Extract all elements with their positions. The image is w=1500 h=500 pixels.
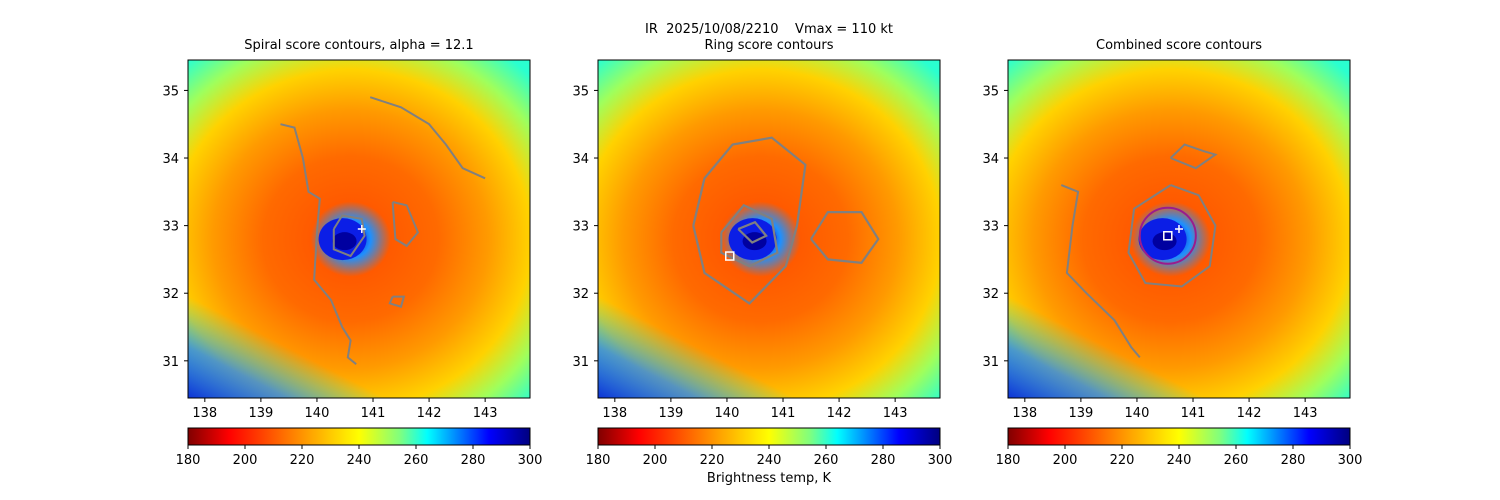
score-contour-2	[720, 203, 779, 268]
score-contour-2	[369, 96, 486, 180]
x-tick-label: 142	[1237, 406, 1262, 421]
score-contour-2	[1127, 184, 1217, 288]
y-tick-label: 35	[982, 84, 999, 99]
center-plus-marker	[1175, 225, 1183, 233]
x-tick-label: 139	[1068, 406, 1093, 421]
colorbar-tick-label: 300	[518, 453, 543, 468]
colorbar-tick-label: 300	[928, 453, 953, 468]
eye-core	[332, 232, 357, 251]
center-square-marker	[725, 251, 735, 261]
figure-suptitle: IR 2025/10/08/2210 Vmax = 110 kt	[645, 22, 893, 37]
colorbar-tick-label: 180	[996, 453, 1021, 468]
score-contour-1	[280, 123, 357, 365]
y-tick-label: 34	[162, 152, 179, 167]
score-contour-4	[391, 201, 420, 248]
x-tick-label: 142	[417, 406, 442, 421]
panel-3: 138 139 140 141 142 143 31 32 33 34 35 180 200 220 240…	[982, 59, 1363, 468]
x-tick-label: 141	[1181, 406, 1206, 421]
y-tick-label: 31	[572, 355, 589, 370]
ir-image-2	[598, 60, 940, 398]
colorbar-tick-label: 260	[404, 453, 429, 468]
y-tick-label: 33	[162, 220, 179, 235]
panel-3-title: Combined score contours	[1096, 38, 1262, 53]
colorbar-tick-label: 260	[1224, 453, 1249, 468]
colorbar-tick-label: 240	[757, 453, 782, 468]
colorbar-tick-label: 240	[347, 453, 372, 468]
y-tick-label: 34	[572, 152, 589, 167]
eye-fit-circle	[1138, 206, 1197, 265]
colorbar-tick-label: 220	[700, 453, 725, 468]
colorbar-tick-label: 200	[233, 453, 258, 468]
x-tick-label: 140	[715, 406, 740, 421]
y-tick-label: 34	[982, 152, 999, 167]
colorbar-tick-label: 280	[871, 453, 896, 468]
cold-sea-region	[1008, 278, 1208, 398]
plot-frame	[187, 59, 531, 399]
panel-1-title: Spiral score contours, alpha = 12.1	[244, 38, 474, 53]
x-tick-label: 141	[361, 406, 386, 421]
panel-2-title: Ring score contours	[704, 38, 834, 53]
y-tick-label: 32	[572, 287, 589, 302]
score-contour-3	[1169, 143, 1218, 170]
x-tick-label: 140	[1125, 406, 1150, 421]
score-contour-4	[737, 220, 768, 244]
colorbar-tick-label: 280	[1281, 453, 1306, 468]
plot-frame	[1007, 59, 1351, 399]
y-tick-label: 32	[162, 287, 179, 302]
y-tick-label: 33	[572, 220, 589, 235]
colorbar-tick-label: 200	[643, 453, 668, 468]
plot-frame	[597, 59, 941, 399]
center-square-marker	[1163, 231, 1173, 241]
score-contour-1	[1060, 184, 1141, 359]
score-contour-3	[332, 214, 366, 258]
colorbar-tick-label: 300	[1338, 453, 1363, 468]
cold-sea-region	[598, 278, 798, 398]
y-tick-label: 33	[982, 220, 999, 235]
score-contour-5	[388, 295, 406, 308]
colorbar-tick-label: 180	[586, 453, 611, 468]
y-tick-label: 35	[162, 84, 179, 99]
panel-1: 138 139 140 141 142 143 31 32 33 34 35 180 200 220 240…	[162, 59, 543, 468]
colorbar-tick-label: 240	[1167, 453, 1192, 468]
y-tick-label: 35	[572, 84, 589, 99]
colorbar-tick-label: 260	[814, 453, 839, 468]
x-tick-label: 142	[827, 406, 852, 421]
colorbar-tick-label: 280	[461, 453, 486, 468]
score-contour-1	[692, 136, 807, 305]
center-plus-marker	[357, 225, 366, 233]
panel-2: 138 139 140 141 142 143 31 32 33 34 35 180 200 220 240…	[572, 59, 953, 468]
colorbar-tick-label: 200	[1053, 453, 1078, 468]
x-tick-label: 143	[883, 406, 908, 421]
x-tick-label: 138	[602, 406, 627, 421]
x-tick-label: 140	[305, 406, 330, 421]
colorbar-tick-label: 220	[290, 453, 315, 468]
colorbar-label: Brightness temp, K	[706, 471, 832, 486]
cold-sea-region	[188, 278, 388, 398]
colorbar-tick-label: 180	[176, 453, 201, 468]
score-contour-3	[810, 211, 880, 264]
x-tick-label: 138	[192, 406, 217, 421]
colorbar	[1007, 427, 1351, 446]
x-tick-label: 141	[771, 406, 796, 421]
x-tick-label: 143	[473, 406, 498, 421]
x-tick-label: 139	[658, 406, 683, 421]
eye-core	[1152, 232, 1177, 251]
colorbar-tick-label: 220	[1110, 453, 1135, 468]
x-tick-label: 143	[1293, 406, 1318, 421]
y-tick-label: 32	[982, 287, 999, 302]
x-tick-label: 139	[248, 406, 273, 421]
colorbar	[597, 427, 941, 446]
x-tick-label: 138	[1012, 406, 1037, 421]
y-tick-label: 31	[982, 355, 999, 370]
ir-image-1	[188, 60, 530, 398]
y-tick-label: 31	[162, 355, 179, 370]
colorbar	[187, 427, 531, 446]
ir-image-3	[1008, 60, 1350, 398]
